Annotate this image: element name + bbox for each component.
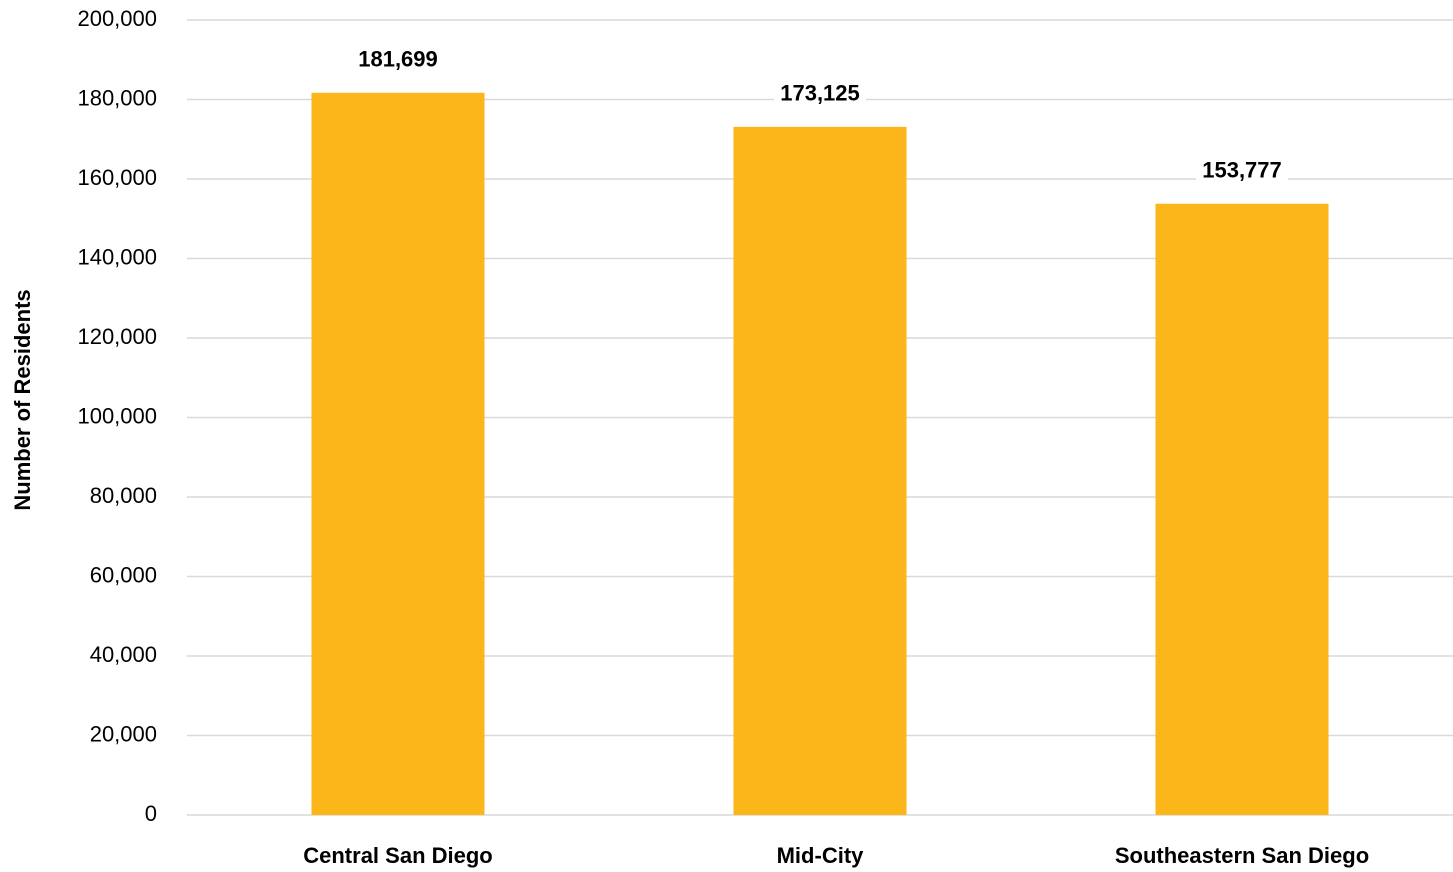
- bar: [1155, 203, 1329, 815]
- data-label-background: [1196, 157, 1288, 183]
- bar: [311, 92, 485, 816]
- y-tick-label: 80,000: [90, 483, 157, 508]
- bar: [733, 126, 907, 815]
- y-axis-label: Number of Residents: [10, 289, 35, 510]
- data-label: 181,699: [358, 47, 438, 72]
- y-tick-label: 100,000: [77, 403, 157, 428]
- y-tick-label: 40,000: [90, 642, 157, 667]
- y-tick-label: 200,000: [77, 6, 157, 31]
- y-tick-label: 160,000: [77, 165, 157, 190]
- y-tick-label: 140,000: [77, 244, 157, 269]
- data-label: 173,125: [780, 81, 860, 106]
- y-tick-label: 20,000: [90, 721, 157, 746]
- data-label-background: [774, 80, 866, 106]
- x-tick-label: Central San Diego: [303, 843, 492, 868]
- y-tick-label: 60,000: [90, 562, 157, 587]
- y-tick-label: 180,000: [77, 85, 157, 110]
- x-tick-label: Mid-City: [777, 843, 865, 868]
- y-tick-label: 0: [145, 801, 157, 826]
- data-label: 153,777: [1202, 158, 1282, 183]
- data-label-background: [352, 46, 444, 72]
- y-tick-label: 120,000: [77, 324, 157, 349]
- x-tick-label: Southeastern San Diego: [1115, 843, 1369, 868]
